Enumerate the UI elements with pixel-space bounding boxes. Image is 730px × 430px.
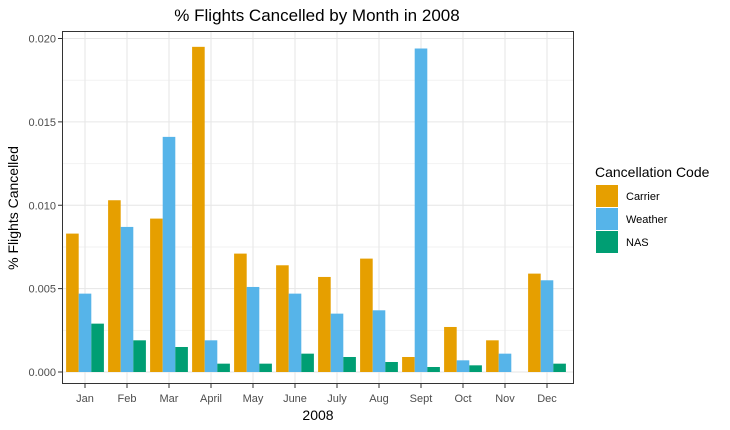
x-tick-label: Mar [160,393,179,405]
x-tick-label: April [200,393,222,405]
bar-nas-oct [469,365,482,372]
bar-weather-july [330,313,344,372]
bar-carrier-oct [444,326,457,372]
y-tick-label: 0.000 [28,367,56,379]
y-tick-label: 0.015 [28,117,56,129]
bar-carrier-aug [360,258,373,372]
bar-carrier-mar [150,218,163,372]
bar-nas-may [259,363,272,372]
plot-panel [62,31,574,384]
bar-nas-feb [133,340,146,372]
bar-weather-oct [456,360,470,372]
legend-title: Cancellation Code [595,164,710,180]
x-tick-label: Feb [118,393,137,405]
legend-key-weather [596,208,618,230]
bar-nas-sept [427,366,440,372]
bar-carrier-july [318,276,331,372]
legend: Cancellation Code Carrier Weather NAS [595,164,710,253]
grid [62,31,574,384]
x-tick-label: Aug [369,393,389,405]
bar-weather-may [246,286,260,372]
bar-carrier-april [192,46,205,373]
bar-carrier-feb [108,200,121,372]
bar-nas-aug [385,361,398,372]
bar-nas-mar [175,346,188,372]
y-tick-label: 0.005 [28,284,56,296]
bar-weather-feb [120,226,134,372]
legend-items: Carrier Weather NAS [596,185,668,253]
bar-nas-april [217,363,230,372]
x-tick-label: June [283,393,307,405]
legend-key-carrier [596,185,618,207]
y-axis: 0.000 0.005 0.010 0.015 0.020 [28,34,62,379]
x-tick-label: Dec [537,393,557,405]
bar-weather-mar [162,136,176,372]
bar-nas-july [343,356,356,372]
bar-nas-june [301,353,314,372]
x-tick-label: Nov [495,393,515,405]
bar-carrier-may [234,253,247,372]
y-axis-title: % Flights Cancelled [5,146,21,270]
x-tick-label: July [327,393,347,405]
x-tick-label: Oct [454,393,471,405]
bar-weather-nov [498,353,512,372]
x-tick-label: May [243,393,264,405]
bar-weather-jan [78,293,92,372]
bar-carrier-dec [528,273,541,372]
x-tick-label: Jan [76,393,94,405]
x-tick-label: Sept [410,393,433,405]
legend-label-nas: NAS [626,237,649,249]
x-axis-title: 2008 [302,407,333,423]
legend-label-weather: Weather [626,214,668,226]
legend-label-carrier: Carrier [626,191,660,203]
bar-weather-sept [414,48,428,372]
y-tick-label: 0.020 [28,34,56,46]
y-tick-label: 0.010 [28,200,56,212]
legend-key-nas [596,231,618,253]
bar-nas-dec [553,363,566,372]
chart-title: % Flights Cancelled by Month in 2008 [174,6,459,25]
bar-nas-jan [91,323,104,372]
bar-weather-april [204,340,218,372]
bars [66,46,566,373]
bar-weather-dec [540,280,554,372]
bar-carrier-jan [66,233,79,372]
bar-carrier-june [276,265,289,372]
x-axis: Jan Feb Mar April May June July Aug Sept Oct Nov De… [76,384,557,405]
bar-weather-aug [372,310,386,372]
bar-carrier-sept [402,356,415,372]
bar-carrier-nov [486,340,499,372]
bar-weather-june [288,293,302,372]
